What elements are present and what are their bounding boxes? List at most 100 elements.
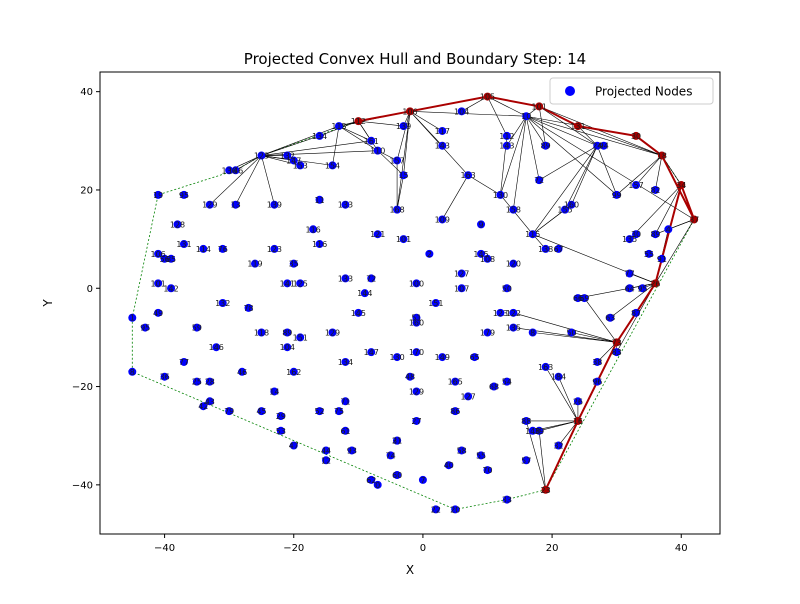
node-point — [199, 244, 208, 253]
graph-edge — [655, 184, 682, 235]
node-label: 106 — [402, 107, 417, 116]
node-point — [192, 323, 201, 332]
node-point — [393, 353, 402, 362]
node-point — [309, 225, 318, 234]
x-tick-label: −20 — [283, 543, 304, 554]
graph-edge — [513, 116, 527, 210]
node-label: 119 — [247, 260, 262, 269]
node-label: 144 — [357, 289, 372, 298]
node-point — [283, 343, 292, 352]
node-point — [567, 200, 576, 209]
x-axis-label: X — [406, 563, 414, 577]
y-axis: −40 −20 0 20 40 — [72, 87, 100, 491]
graph-edge — [235, 155, 262, 171]
node-point — [509, 259, 518, 268]
node-label: 9 — [478, 220, 483, 229]
graph-edge — [442, 175, 469, 220]
graph-edge — [409, 111, 527, 117]
node-label: 121 — [370, 230, 385, 239]
graph-edge — [584, 297, 617, 343]
node-label: 135 — [622, 235, 637, 244]
node-label: 127 — [460, 392, 475, 401]
node-point — [535, 426, 544, 435]
graph-edge — [261, 135, 320, 156]
node-label: 109 — [435, 215, 450, 224]
graph-edge — [539, 106, 662, 156]
node-label: 94 — [599, 142, 609, 151]
node-label: 16 — [573, 417, 583, 426]
node-point — [483, 92, 492, 101]
node-point — [341, 397, 350, 406]
node-point — [573, 416, 582, 425]
node-label: 134 — [312, 132, 327, 141]
node-label: 130 — [389, 353, 404, 362]
node-label: 151 — [293, 333, 308, 342]
node-point — [573, 294, 582, 303]
node-label: 59 — [192, 324, 202, 333]
node-label: 160 — [409, 319, 424, 328]
graph-edge — [461, 96, 488, 112]
node-label: 170 — [409, 348, 424, 357]
node-label: 87 — [631, 309, 641, 318]
node-label: 104 — [280, 343, 295, 352]
node-label: 99 — [612, 191, 622, 200]
node-label: 143 — [499, 142, 514, 151]
node-point — [238, 367, 247, 376]
node-label: 47 — [289, 442, 299, 451]
node-label: 49 — [153, 309, 163, 318]
graph-edge — [635, 155, 663, 186]
node-point — [257, 328, 266, 337]
node-point — [154, 279, 163, 288]
node-label: 141 — [280, 279, 295, 288]
graph-edge — [500, 194, 533, 235]
y-tick-label: −20 — [72, 382, 93, 393]
node-label: 21 — [392, 437, 402, 446]
node-point — [328, 161, 337, 170]
node-label: 128 — [170, 220, 185, 229]
node-point — [341, 200, 350, 209]
node-point — [593, 357, 602, 366]
node-point — [296, 333, 305, 342]
node-point — [283, 328, 292, 337]
graph-edge — [261, 125, 340, 156]
node-point — [393, 436, 402, 445]
node-label: 96 — [592, 378, 602, 387]
node-label: 11 — [314, 196, 324, 205]
graph-edge — [629, 184, 682, 240]
graph-edge — [610, 283, 656, 318]
node-point — [399, 171, 408, 180]
node-label: 70 — [482, 466, 492, 475]
node-point — [406, 107, 414, 116]
node-point — [328, 328, 337, 337]
node-label: 37 — [689, 215, 699, 224]
node-point — [289, 259, 298, 268]
node-label: 69 — [579, 294, 589, 303]
node-point — [289, 441, 298, 450]
node-label: 155 — [557, 206, 572, 215]
node-point — [690, 215, 699, 224]
node-point — [457, 269, 466, 278]
node-label: 133 — [338, 274, 353, 283]
node-point — [393, 205, 402, 214]
node-point — [231, 166, 240, 175]
node-point — [535, 102, 544, 111]
node-point — [412, 387, 421, 396]
node-point — [251, 259, 259, 268]
node-label: 89 — [282, 328, 292, 337]
node-point — [612, 190, 621, 199]
node-label: 19 — [153, 191, 163, 200]
node-label: 89 — [650, 230, 660, 239]
plot-area: 1051061121041011013911513416111711213130… — [128, 92, 699, 514]
node-label: 153 — [293, 161, 308, 170]
x-tick-label: 0 — [420, 543, 426, 554]
node-point — [128, 313, 137, 322]
x-tick-label: 20 — [546, 543, 559, 554]
node-label: 184 — [551, 373, 566, 382]
plot-frame — [99, 71, 721, 535]
graph-edge — [487, 96, 527, 117]
graph-edge — [597, 145, 617, 195]
node-point — [205, 200, 214, 209]
node-label: 161 — [364, 137, 379, 146]
node-point — [438, 215, 447, 224]
